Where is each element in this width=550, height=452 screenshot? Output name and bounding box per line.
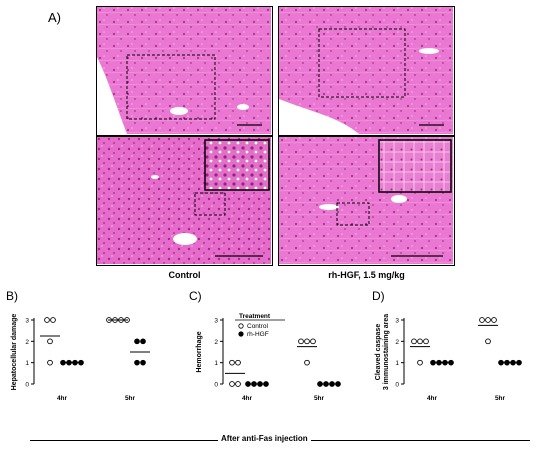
micrograph-control-high-mag [96,136,273,266]
y-tick-label: 2 [25,339,29,346]
y-axis-label: Cleaved caspase [375,324,382,381]
y-tick-label: 0 [25,382,29,389]
x-category-label: 4hr [57,395,68,402]
y-tick-label: 2 [395,339,399,346]
tissue-image [97,7,271,134]
zoom-region-box [318,28,406,98]
data-point-open [304,359,310,366]
micrograph-hgf-low-mag [278,6,455,136]
micrograph-hgf-high-mag [278,136,455,266]
panel-letter: B) [6,289,18,303]
y-tick-label: 1 [25,360,29,367]
data-point-open [485,338,491,345]
caption-rh-hgf: rh-HGF, 1.5 mg/kg [328,270,405,280]
data-point-open [304,338,310,345]
y-tick-label: 1 [214,360,218,367]
data-point-open [235,359,241,366]
data-point-filled [140,338,146,345]
y-tick-label: 3 [395,318,399,325]
legend-marker [238,331,244,337]
x-category-label: 4hr [427,395,438,402]
data-point-open [423,338,429,345]
data-point-open [229,359,235,366]
chart-c: C) 0 1 2 3 Hemorrhage 4hr 5hr Treatment Control rh… [183,284,363,434]
vessel-lumen [97,57,127,134]
tissue-image [279,7,453,134]
data-point-open [417,338,423,345]
x-category-label: 4hr [242,395,253,402]
data-point-open [310,338,316,345]
tissue-image [97,137,271,264]
footer-label: After anti-Fas injection [218,434,311,443]
chart-b: B) 0 1 2 3 Hepatocellular damage 4hr 5hr [0,284,180,434]
data-point-open [491,317,497,323]
y-tick-label: 0 [214,382,218,389]
legend-marker [238,323,244,329]
y-tick-label: 1 [395,360,399,367]
data-point-open [417,359,423,366]
caption-control: Control [168,270,201,280]
y-tick-label: 0 [395,382,399,389]
tissue-image [279,137,453,264]
data-point-open [47,338,53,345]
data-point-open [479,317,485,323]
data-point-open [47,359,53,366]
x-category-label: 5hr [495,395,506,402]
zoom-region-box [336,202,370,226]
data-point-filled [140,359,146,366]
panel-a-letter: A) [48,10,61,25]
x-category-label: 5hr [125,395,136,402]
legend-title: Treatment [239,313,271,320]
panel-letter: C) [189,289,202,303]
legend-entry: Control [247,323,269,330]
data-point-filled [134,338,140,345]
micrograph-control-low-mag [96,6,273,136]
zoom-region-box [194,192,226,216]
legend-entry: rh-HGF [247,331,269,338]
y-tick-label: 3 [214,318,218,325]
chart-b-svg: B) 0 1 2 3 Hepatocellular damage 4hr 5hr [6,289,150,402]
data-point-open [235,381,241,387]
data-point-open [44,317,50,323]
y-axis-label: Hemorrhage [196,331,203,372]
data-point-open [50,317,56,323]
zoom-inset [204,139,270,191]
x-category-label: 5hr [314,395,325,402]
zoom-region-box [126,54,216,120]
panel-letter: D) [372,289,385,303]
chart-c-svg: C) 0 1 2 3 Hemorrhage 4hr 5hr Treatment Controlrh… [189,289,341,402]
y-tick-label: 3 [25,318,29,325]
zoom-inset [378,139,452,193]
chart-d: D) 0 1 2 3 Cleaved caspase 3 immunostaining ar… [366,284,550,434]
vessel-lumen [279,99,359,134]
data-point-open [298,338,304,345]
y-axis-label: 3 immunostaining area [383,314,390,390]
data-point-open [229,381,235,387]
data-point-open [411,338,417,345]
data-point-filled [134,359,140,366]
y-tick-label: 2 [214,339,218,346]
y-axis-label: Hepatocellular damage [11,314,18,391]
data-point-open [485,317,491,323]
chart-d-svg: D) 0 1 2 3 Cleaved caspase 3 immunostaining ar… [372,289,522,402]
